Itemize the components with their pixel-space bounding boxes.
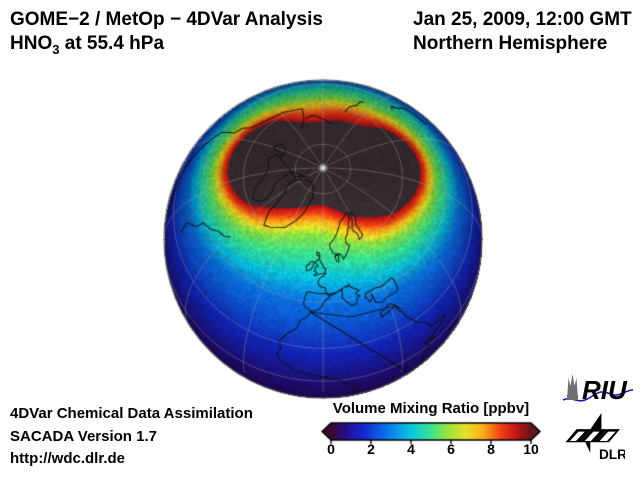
svg-text:RIU: RIU [582,375,628,405]
svg-text:DLR: DLR [599,447,625,461]
